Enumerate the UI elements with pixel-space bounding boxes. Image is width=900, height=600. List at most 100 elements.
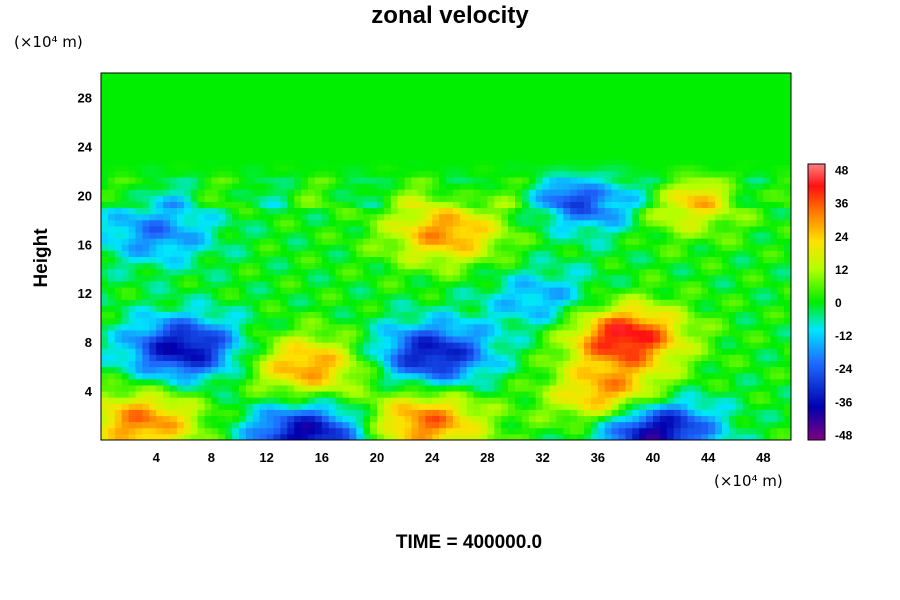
heatmap-cell [266, 262, 274, 270]
heatmap-cell [232, 183, 240, 190]
heatmap-cell [439, 85, 447, 92]
heatmap-cell [501, 274, 509, 282]
heatmap-cell [128, 152, 136, 160]
heatmap-cell [101, 256, 109, 264]
heatmap-cell [466, 293, 475, 300]
heatmap-cell [142, 213, 150, 221]
heatmap-cell [501, 85, 509, 92]
heatmap-cell [487, 91, 495, 98]
heatmap-cell [294, 317, 302, 325]
heatmap-cell [653, 329, 661, 337]
heatmap-cell [501, 262, 509, 270]
heatmap-cell [121, 103, 130, 111]
heatmap-cell [404, 140, 412, 147]
heatmap-cell [459, 238, 468, 245]
heatmap-cell [190, 360, 199, 368]
heatmap-cell [494, 311, 502, 319]
heatmap-cell [170, 128, 178, 135]
heatmap-cell [356, 115, 364, 123]
heatmap-cell [549, 427, 557, 435]
heatmap-cell [163, 91, 171, 98]
heatmap-cell [232, 268, 240, 276]
heatmap-cell [397, 366, 406, 374]
heatmap-cell [204, 268, 212, 276]
heatmap-cell [149, 238, 157, 245]
heatmap-cell [611, 299, 619, 306]
heatmap-cell [314, 409, 323, 417]
heatmap-cell [397, 274, 406, 282]
heatmap-cell [266, 287, 274, 294]
heatmap-cell [459, 109, 468, 117]
heatmap-cell [211, 427, 219, 435]
heatmap-cell [335, 415, 343, 423]
heatmap-cell [190, 73, 199, 80]
heatmap-cell [390, 293, 399, 300]
heatmap-cell [618, 115, 626, 123]
heatmap-cell [163, 256, 171, 264]
heatmap-cell [432, 238, 440, 245]
heatmap-cell [556, 360, 564, 368]
heatmap-cell [625, 176, 633, 184]
heatmap-cell [597, 360, 606, 368]
heatmap-cell [204, 409, 212, 417]
heatmap-cell [515, 176, 523, 184]
heatmap-cell [390, 244, 399, 251]
heatmap-cell [183, 140, 192, 147]
heatmap-cell [183, 256, 192, 264]
heatmap-cell [121, 195, 130, 202]
heatmap-cell [232, 427, 240, 435]
heatmap-cell [390, 250, 399, 257]
heatmap-cell [328, 195, 337, 202]
heatmap-cell [232, 366, 240, 374]
heatmap-cell [487, 97, 495, 105]
heatmap-cell [418, 164, 426, 172]
heatmap-cell [466, 128, 475, 135]
heatmap-cell [404, 342, 412, 349]
heatmap-cell [176, 164, 185, 172]
heatmap-cell [232, 79, 240, 86]
heatmap-cell [128, 91, 136, 98]
heatmap-cell [211, 317, 219, 325]
heatmap-cell [521, 342, 530, 349]
heatmap-cell [604, 91, 613, 98]
heatmap-cell [397, 158, 406, 166]
heatmap-cell [404, 378, 412, 386]
heatmap-cell [446, 109, 454, 117]
heatmap-cell [349, 323, 357, 331]
heatmap-cell [563, 268, 571, 276]
heatmap-cell [515, 397, 523, 404]
heatmap-cell [273, 360, 281, 368]
heatmap-cell [266, 415, 274, 423]
heatmap-cell [301, 323, 309, 331]
heatmap-cell [452, 189, 461, 196]
heatmap-cell [563, 397, 571, 404]
heatmap-cell [266, 329, 274, 337]
heatmap-cell [356, 415, 364, 423]
heatmap-cell [176, 262, 185, 270]
heatmap-cell [225, 287, 233, 294]
heatmap-cell [349, 152, 357, 160]
heatmap-cell [197, 354, 205, 361]
heatmap-cell [218, 115, 226, 123]
heatmap-cell [604, 311, 613, 319]
heatmap-cell [349, 219, 357, 227]
heatmap-cell [528, 79, 537, 86]
heatmap-cell [280, 219, 288, 227]
heatmap-cell [556, 384, 564, 392]
heatmap-cell [487, 403, 495, 410]
heatmap-cell [452, 158, 461, 166]
heatmap-cell [377, 91, 385, 98]
heatmap-cell [377, 232, 385, 239]
heatmap-cell [218, 329, 226, 337]
heatmap-cell [280, 152, 288, 160]
heatmap-cell [232, 397, 240, 404]
heatmap-cell [114, 397, 123, 404]
heatmap-cell [549, 244, 557, 251]
heatmap-cell [390, 164, 399, 172]
heatmap-cell [542, 140, 550, 147]
heatmap-cell [535, 317, 544, 325]
heatmap-cell [466, 299, 475, 306]
heatmap-cell [411, 348, 419, 355]
heatmap-cell [501, 293, 509, 300]
heatmap-cell [128, 244, 136, 251]
